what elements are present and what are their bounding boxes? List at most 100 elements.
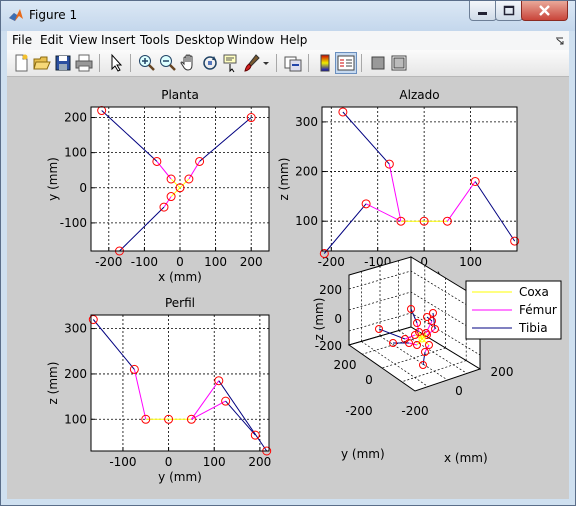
axes-title: Planta xyxy=(161,88,199,102)
brush-icon[interactable] xyxy=(242,53,262,73)
axes-3: -100 0 100 200 100 200 300 Perfil y (mm) z (mm) xyxy=(46,296,271,484)
tick-label-x: 200 xyxy=(491,365,514,379)
maximize-icon xyxy=(503,5,515,16)
tick-label-y: 100 xyxy=(64,146,87,160)
new-figure-icon[interactable] xyxy=(11,53,31,73)
series-line-tibia xyxy=(101,110,158,162)
zoom-out-icon[interactable] xyxy=(158,53,178,73)
axes-title: Alzado xyxy=(399,88,439,102)
series-line-tibia xyxy=(410,308,418,324)
tick-label-y: 100 xyxy=(295,214,318,228)
insert-legend-icon[interactable] xyxy=(335,52,357,74)
y-axis-label: y (mm) xyxy=(46,157,60,201)
edit-plot-arrow-icon[interactable] xyxy=(106,53,126,73)
grid-line-3d xyxy=(348,291,481,335)
joint-marker xyxy=(405,339,413,347)
joint-marker xyxy=(510,236,520,246)
print-icon[interactable] xyxy=(74,53,94,73)
joint-marker xyxy=(470,176,480,186)
legend: Coxa Fémur Tibia xyxy=(465,280,562,340)
joint-marker xyxy=(159,202,169,212)
grid-line-3d xyxy=(401,360,467,383)
series-line-fémur xyxy=(425,320,433,334)
zoom-in-icon[interactable] xyxy=(137,53,157,73)
joint-marker xyxy=(164,414,174,424)
joint-marker xyxy=(389,339,397,347)
joint-marker xyxy=(186,414,196,424)
hide-plot-tools-icon[interactable] xyxy=(368,53,388,73)
joint-marker xyxy=(425,341,433,349)
minimize-button[interactable] xyxy=(469,1,497,21)
tick-label-y: 200 xyxy=(295,165,318,179)
rotate-3d-icon[interactable] xyxy=(200,53,220,73)
series-line-coxa xyxy=(421,338,430,346)
series-line-coxa xyxy=(414,334,423,340)
menu-insert[interactable]: Insert xyxy=(101,33,136,47)
joint-marker xyxy=(361,199,371,209)
figure-canvas: -200 -100 0 100 200 -100 0 100 200 Planta x (mm) y … xyxy=(7,77,569,499)
series-line-fémur xyxy=(426,328,436,336)
axes-2: -200-1000100100200300Alzadox (mm)z (mm) xyxy=(277,88,520,284)
joint-marker xyxy=(246,113,256,123)
joint-marker xyxy=(250,430,260,440)
menu-window[interactable]: Window xyxy=(227,33,275,47)
joint-marker xyxy=(407,305,415,313)
series-line-tibia xyxy=(422,351,426,366)
series-line-coxa xyxy=(170,187,181,197)
joint-marker xyxy=(419,216,429,226)
series-line-tibia xyxy=(378,328,406,340)
joint-marker xyxy=(166,192,176,202)
joint-marker xyxy=(152,156,162,166)
data-cursor-icon[interactable] xyxy=(221,53,241,73)
dock-arrow-icon[interactable] xyxy=(555,35,565,45)
series-line-fémur xyxy=(190,380,220,420)
menu-help[interactable]: Help xyxy=(280,33,308,47)
title-bar[interactable]: Figure 1 xyxy=(1,1,575,31)
axes-frame xyxy=(90,106,270,252)
series-line-tibia xyxy=(323,203,367,254)
tick-label-x: -100 xyxy=(109,455,136,469)
joint-marker xyxy=(428,317,436,325)
tick-label-x: -200 xyxy=(95,255,122,269)
joint-marker xyxy=(319,248,329,258)
tick-label-y: -100 xyxy=(60,216,87,230)
menu-edit[interactable]: Edit xyxy=(40,33,64,47)
save-icon[interactable] xyxy=(53,53,73,73)
series-line-coxa xyxy=(179,178,190,189)
y-axis-label: z (mm) xyxy=(277,158,291,201)
axes-1: -200 -100 0 100 200 -100 0 100 200 Planta x (mm) y … xyxy=(46,88,270,284)
pan-hand-icon[interactable] xyxy=(179,53,199,73)
link-plot-icon[interactable] xyxy=(283,53,303,73)
tick-label-x: 100 xyxy=(203,455,226,469)
menu-desktop[interactable]: Desktop xyxy=(175,33,225,47)
series-line-tibia xyxy=(199,117,252,162)
series-line-fémur xyxy=(404,334,416,340)
open-file-icon[interactable] xyxy=(32,53,52,73)
insert-colorbar-icon[interactable] xyxy=(315,53,335,73)
joint-marker xyxy=(422,329,430,337)
plot-area xyxy=(322,107,517,251)
brush-dropdown-icon[interactable] xyxy=(261,53,271,73)
series-line-tibia xyxy=(432,312,436,330)
series-line-fémur xyxy=(424,344,430,353)
legend-entry: Fémur xyxy=(519,303,557,317)
menu-file[interactable]: File xyxy=(12,33,33,47)
tick-label-x: 200 xyxy=(240,255,263,269)
show-plot-tools-icon[interactable] xyxy=(389,53,409,73)
menu-view[interactable]: View xyxy=(69,33,98,47)
maximize-button[interactable] xyxy=(495,1,523,21)
close-button[interactable] xyxy=(521,1,568,21)
joint-marker xyxy=(338,107,348,117)
series-line-tibia xyxy=(92,319,135,370)
series-line-tibia xyxy=(218,380,268,452)
joint-marker xyxy=(141,414,151,424)
tick-label-y: -200 xyxy=(345,404,372,418)
menu-tools[interactable]: Tools xyxy=(140,33,170,47)
grid-line-3d xyxy=(381,347,446,369)
joint-marker xyxy=(184,174,194,184)
tick-label-x: 0 xyxy=(165,455,173,469)
tick-label-z: 0 xyxy=(334,312,342,326)
joint-marker xyxy=(375,325,383,333)
tick-label-y: 0 xyxy=(79,181,87,195)
series-line-fémur xyxy=(408,342,418,346)
